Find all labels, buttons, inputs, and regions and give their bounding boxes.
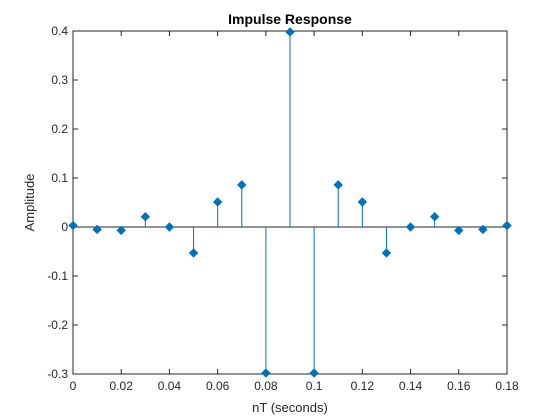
- stem-marker: [357, 197, 368, 207]
- x-tick-label: 0.1: [306, 379, 323, 393]
- y-tick-label: 0.1: [51, 171, 68, 185]
- stem-series: [68, 27, 512, 378]
- stem-marker: [116, 225, 126, 236]
- stem-marker: [164, 222, 175, 232]
- y-tick-label: 0.3: [51, 73, 68, 87]
- stem-marker: [261, 368, 271, 378]
- stem-marker: [405, 222, 416, 232]
- x-axis-label: nT (seconds): [252, 400, 328, 415]
- y-tick-label: 0.4: [51, 24, 68, 38]
- x-axis-ticks: 0 0.02 0.04 0.06 0.08 0.1 0.12 0.14 0.16 0.18: [70, 31, 519, 393]
- y-tick-label: -0.2: [47, 318, 68, 332]
- x-tick-label: 0.04: [158, 379, 182, 393]
- stem-marker: [92, 224, 102, 235]
- x-tick-label: 0.02: [110, 379, 134, 393]
- stem-marker: [140, 212, 151, 222]
- stem-marker: [478, 224, 488, 235]
- x-tick-label: 0.08: [254, 379, 278, 393]
- stem-marker: [212, 197, 223, 207]
- x-tick-label: 0.18: [495, 379, 519, 393]
- y-tick-label: -0.3: [47, 367, 68, 381]
- stem-marker: [333, 180, 343, 190]
- stem-marker: [454, 225, 464, 236]
- stem-marker: [237, 180, 247, 190]
- stem-marker: [309, 368, 319, 378]
- chart-title: Impulse Response: [228, 11, 352, 27]
- x-tick-label: 0.14: [399, 379, 423, 393]
- y-axis-label: Amplitude: [22, 174, 37, 232]
- x-tick-label: 0.12: [351, 379, 375, 393]
- y-tick-label: 0.2: [51, 122, 68, 136]
- stem-marker: [429, 212, 440, 222]
- stem-marker: [188, 248, 199, 258]
- stem-marker: [68, 220, 78, 231]
- y-axis-ticks: -0.3 -0.2 -0.1 0 0.1 0.2 0.3 0.4: [47, 24, 507, 381]
- y-tick-label: 0: [61, 220, 68, 234]
- x-tick-label: 0.16: [447, 379, 471, 393]
- x-tick-label: 0.06: [206, 379, 230, 393]
- stem-marker: [502, 220, 512, 231]
- x-tick-label: 0: [70, 379, 77, 393]
- stem-marker: [381, 248, 392, 258]
- stem-marker: [285, 27, 295, 37]
- y-tick-label: -0.1: [47, 269, 68, 283]
